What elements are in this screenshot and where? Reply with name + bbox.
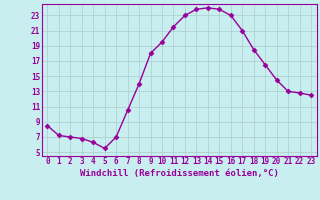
X-axis label: Windchill (Refroidissement éolien,°C): Windchill (Refroidissement éolien,°C) (80, 169, 279, 178)
